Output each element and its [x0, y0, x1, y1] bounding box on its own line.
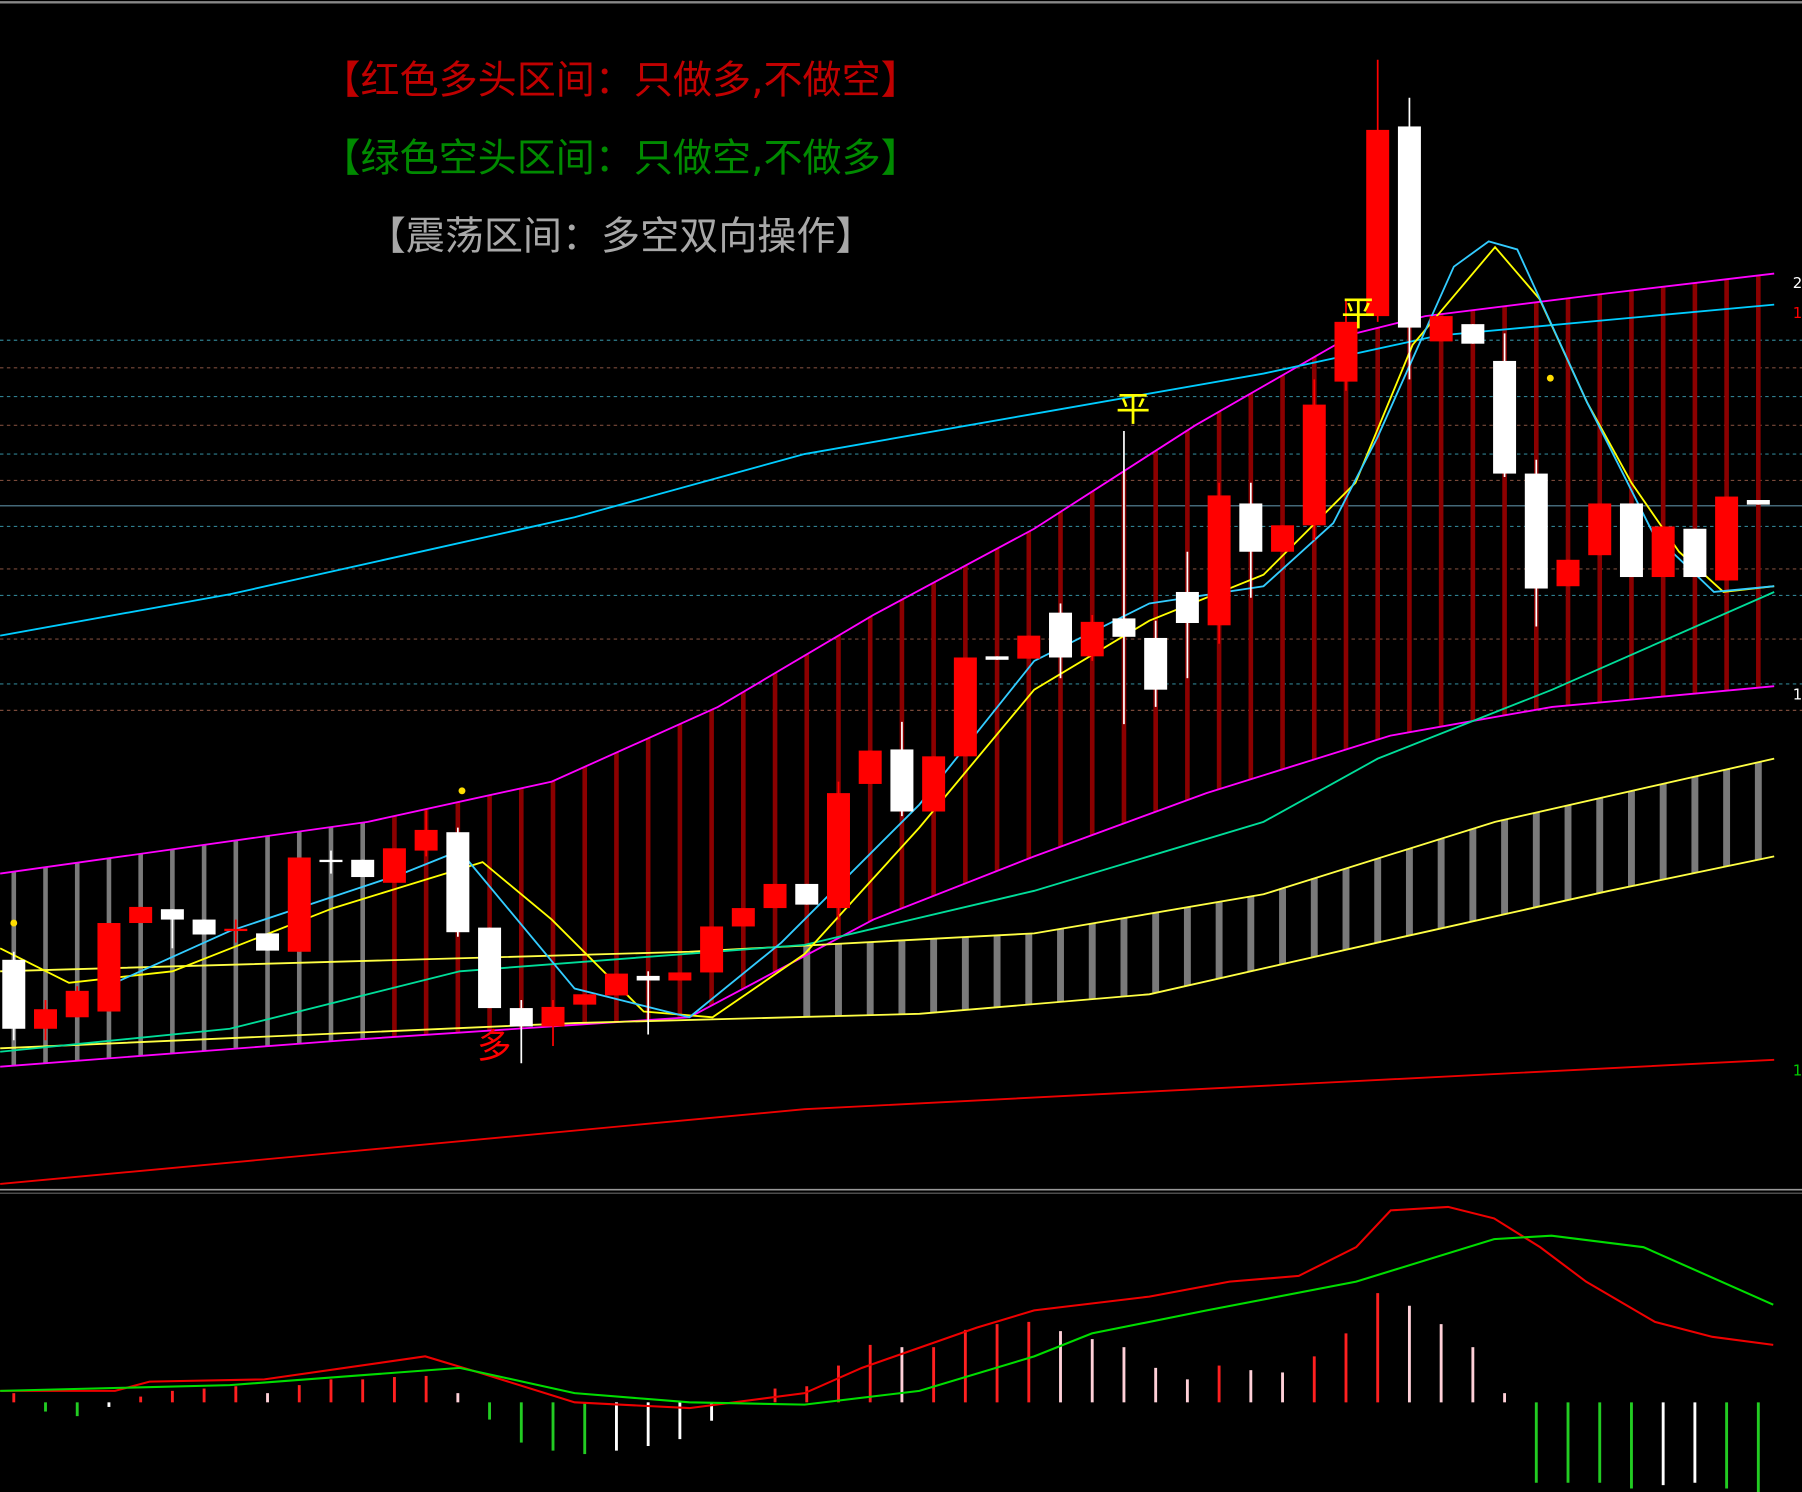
candle-body — [1397, 126, 1421, 328]
candle-body — [224, 928, 248, 932]
candle-body — [1588, 503, 1612, 556]
macd-line — [0, 1234, 1774, 1406]
ma-line — [114, 240, 1775, 1019]
candle-body — [1080, 621, 1104, 657]
candle-body — [604, 973, 628, 996]
candle-body — [1524, 473, 1548, 589]
candle-body — [1461, 324, 1485, 344]
candle-body — [922, 756, 946, 812]
ma-line — [0, 1058, 1775, 1185]
axis-label: 1 — [1793, 304, 1802, 322]
axis-label: 1 — [1793, 685, 1802, 703]
candle-body — [1556, 559, 1580, 587]
candle-body — [858, 750, 882, 784]
macd-line — [0, 1205, 1774, 1410]
axis-label: 1 — [1793, 1061, 1802, 1079]
candle-body — [731, 908, 755, 927]
candle-body — [1271, 525, 1295, 552]
candle-body — [573, 994, 597, 1005]
candle-body — [1746, 500, 1770, 505]
candle-body — [985, 656, 1009, 660]
candle-body — [1049, 612, 1073, 658]
candle-body — [1112, 618, 1136, 637]
candle-body — [478, 927, 502, 1009]
candle-body — [668, 972, 692, 981]
candle-body — [1175, 591, 1199, 624]
candle-body — [541, 1006, 565, 1027]
signal-dot — [10, 919, 18, 927]
annotation: 【震荡区间：多空双向操作】 — [367, 215, 875, 260]
candle-body — [1651, 526, 1675, 578]
candle-body — [2, 959, 26, 1029]
ma-line — [0, 757, 1775, 973]
candle-body — [1493, 360, 1517, 474]
candle-body — [129, 906, 153, 924]
candle-body — [192, 919, 216, 935]
ma-line — [0, 272, 1775, 875]
candle-body — [1683, 528, 1707, 578]
candle-body — [890, 749, 914, 812]
candle-body — [446, 832, 470, 933]
ma-line — [0, 591, 1775, 1053]
candle-body — [287, 857, 311, 952]
axis-label: 2 — [1793, 274, 1802, 292]
ma-line — [0, 685, 1775, 1068]
candle-body — [382, 848, 406, 883]
candle-body — [414, 829, 438, 851]
signal-dot — [1546, 374, 1554, 382]
candle-body — [1017, 635, 1041, 659]
annotation: 【绿色空头区间：只做空,不做多】 — [321, 136, 919, 181]
candle-body — [636, 975, 660, 981]
candle-body — [953, 657, 977, 757]
ma-line — [0, 855, 1775, 1050]
annotation: 平 — [1116, 390, 1150, 430]
candle-body — [1144, 637, 1168, 690]
candle-body — [256, 933, 280, 951]
signal-dot — [458, 787, 466, 795]
annotation: 【红色多头区间：只做多,不做空】 — [321, 58, 919, 103]
candle-body — [1715, 496, 1739, 581]
candle-body — [826, 793, 850, 909]
candle-body — [1207, 495, 1231, 626]
annotation: 平 — [1341, 295, 1375, 335]
candle-body — [1366, 129, 1390, 317]
candle-body — [319, 859, 343, 863]
candle-body — [1429, 316, 1453, 342]
candle-body — [34, 1009, 58, 1029]
candle-body — [1619, 503, 1643, 578]
annotation: 多 — [477, 1027, 511, 1067]
candle-body — [1239, 503, 1263, 552]
candle-body — [1334, 321, 1358, 382]
candle-body — [509, 1008, 533, 1027]
candle-body — [1302, 404, 1326, 526]
candle-body — [763, 883, 787, 909]
candle-body — [795, 883, 819, 905]
candle-body — [97, 923, 121, 1012]
candle-body — [65, 990, 89, 1018]
candle-body — [351, 859, 375, 878]
candle-body — [160, 909, 184, 920]
candle-body — [700, 926, 724, 973]
